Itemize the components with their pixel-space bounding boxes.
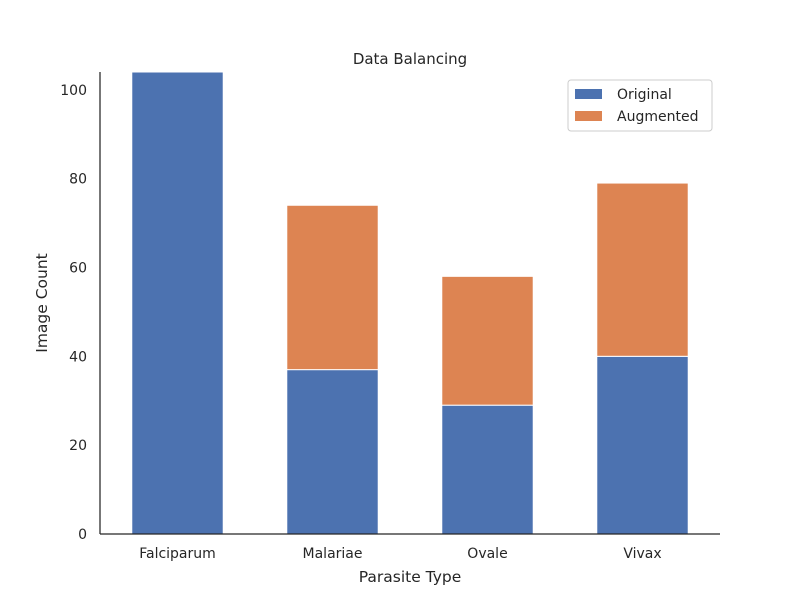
y-tick-label: 80 — [69, 172, 87, 188]
bar-original-falciparum — [131, 71, 224, 535]
y-axis-label: Image Count — [33, 253, 51, 353]
y-tick-label: 20 — [69, 438, 87, 454]
legend-label-original: Original — [617, 87, 672, 103]
bars-group — [131, 71, 689, 535]
bar-original-malariae — [286, 369, 379, 535]
legend-label-augmented: Augmented — [617, 109, 698, 125]
bar-augmented-malariae — [286, 204, 379, 371]
y-tick-label: 40 — [69, 349, 87, 365]
x-tick-label: Ovale — [467, 546, 507, 562]
legend-swatch-original — [575, 89, 602, 99]
bar-original-ovale — [441, 404, 534, 535]
legend-box — [567, 79, 713, 132]
legend-swatch-augmented — [575, 111, 602, 121]
y-tick-label: 60 — [69, 260, 87, 276]
x-tick-label: Falciparum — [139, 546, 216, 562]
y-tick-label: 0 — [78, 527, 87, 543]
x-ticks-group: Falciparum Malariae Ovale Vivax — [139, 546, 661, 562]
bar-augmented-ovale — [441, 275, 534, 406]
x-axis-label: Parasite Type — [359, 568, 462, 586]
legend: Original Augmented — [567, 79, 713, 132]
bar-augmented-vivax — [596, 182, 689, 357]
x-tick-label: Vivax — [623, 546, 661, 562]
x-tick-label: Malariae — [303, 546, 363, 562]
bar-original-vivax — [596, 355, 689, 535]
chart-title: Data Balancing — [353, 50, 467, 68]
y-tick-label: 100 — [60, 83, 87, 99]
y-ticks-group: 0 20 40 60 80 100 — [60, 83, 87, 543]
